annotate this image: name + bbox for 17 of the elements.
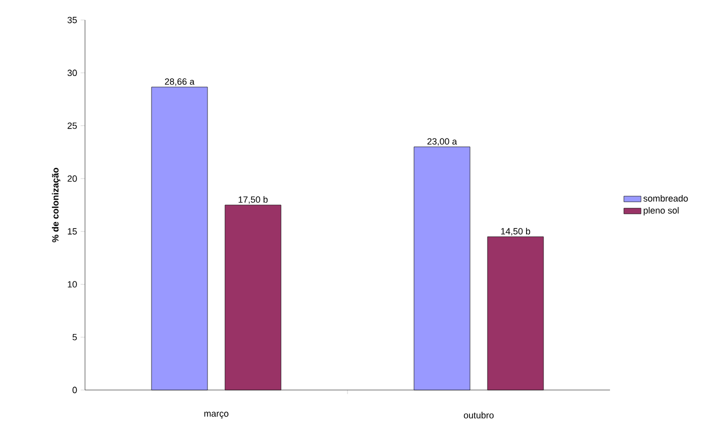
- legend-label: pleno sol: [644, 207, 679, 216]
- y-tick-label: 10: [68, 281, 77, 288]
- y-tick-label: 35: [68, 16, 77, 24]
- y-tick-label: 30: [68, 70, 77, 76]
- y-tick-label: 0: [72, 386, 77, 394]
- x-tick-label: outubro: [464, 412, 494, 418]
- y-tick-label: 15: [68, 228, 77, 235]
- y-axis-title: % de colonização: [52, 168, 60, 242]
- x-tick-label: março: [204, 412, 228, 419]
- data-label: 17,50 b: [238, 196, 268, 204]
- y-tick-label: 25: [68, 122, 77, 129]
- data-label: 28,66 a: [164, 78, 194, 86]
- y-tick-label: 5: [72, 334, 77, 340]
- y-tick-label: 20: [68, 175, 77, 182]
- data-label: 14,50 b: [501, 228, 530, 236]
- legend-label: sombreado: [643, 194, 688, 202]
- data-label: 23,00 a: [427, 138, 458, 146]
